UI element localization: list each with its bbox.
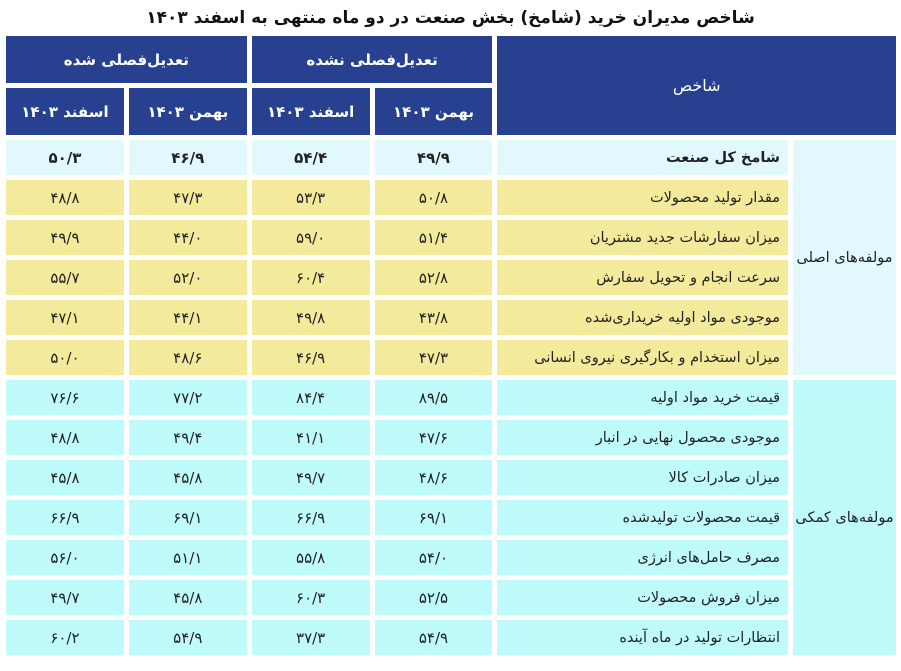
row-label: میزان صادرات کالا <box>497 460 789 495</box>
cell-sa-esfand: ۴۷/۱ <box>6 300 124 335</box>
cell-nsa-esfand: ۵۴/۴ <box>251 140 370 175</box>
header-seasonally-adjusted: تعدیل‌فصلی شده <box>6 36 247 83</box>
header-nsa-bahman: بهمن ۱۴۰۳ <box>374 88 493 135</box>
cell-nsa-esfand: ۴۹/۸ <box>251 300 370 335</box>
cell-nsa-bahman: ۵۲/۸ <box>374 260 493 295</box>
cell-sa-bahman: ۶۹/۱ <box>128 500 247 535</box>
table-row: ۵۶/۰ ۵۱/۱ ۵۵/۸ ۵۴/۰ مصرف حامل‌های انرژی <box>6 540 896 575</box>
table-row: ۵۰/۰ ۴۸/۶ ۴۶/۹ ۴۷/۳ میزان استخدام و بکار… <box>6 340 896 375</box>
cell-sa-esfand: ۴۵/۸ <box>6 460 124 495</box>
row-label: میزان استخدام و بکارگیری نیروی انسانی <box>497 340 789 375</box>
cell-nsa-bahman: ۵۴/۹ <box>374 620 493 655</box>
cell-nsa-bahman: ۸۹/۵ <box>374 380 493 415</box>
table-row: ۵۰/۳ ۴۶/۹ ۵۴/۴ ۴۹/۹ شامخ کل صنعت مولفه‌ه… <box>6 140 896 375</box>
header-sa-bahman: بهمن ۱۴۰۳ <box>128 88 247 135</box>
row-label: شامخ کل صنعت <box>497 140 789 175</box>
table-row: ۴۵/۸ ۴۵/۸ ۴۹/۷ ۴۸/۶ میزان صادرات کالا <box>6 460 896 495</box>
cell-nsa-esfand: ۵۳/۳ <box>251 180 370 215</box>
cell-nsa-bahman: ۵۰/۸ <box>374 180 493 215</box>
table-row: ۴۹/۷ ۴۵/۸ ۶۰/۳ ۵۲/۵ میزان فروش محصولات <box>6 580 896 615</box>
cell-sa-esfand: ۴۹/۷ <box>6 580 124 615</box>
cell-sa-bahman: ۴۶/۹ <box>128 140 247 175</box>
cell-nsa-bahman: ۴۹/۹ <box>374 140 493 175</box>
cell-sa-esfand: ۶۶/۹ <box>6 500 124 535</box>
cell-sa-esfand: ۵۶/۰ <box>6 540 124 575</box>
header-indicator: شاخص <box>497 36 896 135</box>
row-label: مقدار تولید محصولات <box>497 180 789 215</box>
row-label: موجودی محصول نهایی در انبار <box>497 420 789 455</box>
cell-nsa-esfand: ۴۶/۹ <box>251 340 370 375</box>
cell-nsa-esfand: ۵۵/۸ <box>251 540 370 575</box>
row-label: مصرف حامل‌های انرژی <box>497 540 789 575</box>
cell-nsa-bahman: ۵۴/۰ <box>374 540 493 575</box>
cell-sa-bahman: ۴۴/۱ <box>128 300 247 335</box>
cell-nsa-bahman: ۴۳/۸ <box>374 300 493 335</box>
cell-sa-esfand: ۴۸/۸ <box>6 420 124 455</box>
cell-nsa-bahman: ۵۱/۴ <box>374 220 493 255</box>
cell-nsa-esfand: ۳۷/۳ <box>251 620 370 655</box>
cell-sa-esfand: ۶۰/۲ <box>6 620 124 655</box>
cell-nsa-esfand: ۶۰/۳ <box>251 580 370 615</box>
row-label: میزان سفارشات جدید مشتریان <box>497 220 789 255</box>
category-main: مولفه‌های اصلی <box>793 140 896 375</box>
row-label: انتظارات تولید در ماه آینده <box>497 620 789 655</box>
cell-sa-esfand: ۴۹/۹ <box>6 220 124 255</box>
table-row: ۴۸/۸ ۴۹/۴ ۴۱/۱ ۴۷/۶ موجودی محصول نهایی د… <box>6 420 896 455</box>
cell-nsa-bahman: ۴۸/۶ <box>374 460 493 495</box>
table-row: ۷۶/۶ ۷۷/۲ ۸۴/۴ ۸۹/۵ قیمت خرید مواد اولیه… <box>6 380 896 655</box>
header-nsa-esfand: اسفند ۱۴۰۳ <box>251 88 370 135</box>
pmi-table: تعدیل‌فصلی شده تعدیل‌فصلی نشده شاخص اسفن… <box>1 31 901 660</box>
cell-nsa-esfand: ۸۴/۴ <box>251 380 370 415</box>
cell-sa-bahman: ۴۴/۰ <box>128 220 247 255</box>
cell-sa-esfand: ۷۶/۶ <box>6 380 124 415</box>
table-title: شاخص مدیران خرید (شامخ) بخش صنعت در دو م… <box>146 8 755 28</box>
cell-nsa-esfand: ۴۱/۱ <box>251 420 370 455</box>
table-row: ۴۸/۸ ۴۷/۳ ۵۳/۳ ۵۰/۸ مقدار تولید محصولات <box>6 180 896 215</box>
cell-nsa-bahman: ۶۹/۱ <box>374 500 493 535</box>
cell-sa-bahman: ۴۹/۴ <box>128 420 247 455</box>
cell-sa-bahman: ۷۷/۲ <box>128 380 247 415</box>
row-label: قیمت خرید مواد اولیه <box>497 380 789 415</box>
cell-nsa-esfand: ۶۰/۴ <box>251 260 370 295</box>
category-auxiliary: مولفه‌های کمکی <box>793 380 896 655</box>
cell-sa-esfand: ۵۵/۷ <box>6 260 124 295</box>
header-not-seasonally-adjusted: تعدیل‌فصلی نشده <box>251 36 493 83</box>
row-label: قیمت محصولات تولیدشده <box>497 500 789 535</box>
row-label: میزان فروش محصولات <box>497 580 789 615</box>
row-label: موجودی مواد اولیه خریداری‌شده <box>497 300 789 335</box>
cell-sa-bahman: ۴۵/۸ <box>128 580 247 615</box>
cell-nsa-bahman: ۵۲/۵ <box>374 580 493 615</box>
cell-nsa-esfand: ۶۶/۹ <box>251 500 370 535</box>
cell-sa-bahman: ۵۴/۹ <box>128 620 247 655</box>
table-row: ۴۷/۱ ۴۴/۱ ۴۹/۸ ۴۳/۸ موجودی مواد اولیه خر… <box>6 300 896 335</box>
cell-sa-esfand: ۴۸/۸ <box>6 180 124 215</box>
table-row: ۵۵/۷ ۵۲/۰ ۶۰/۴ ۵۲/۸ سرعت انجام و تحویل س… <box>6 260 896 295</box>
table-row: ۶۶/۹ ۶۹/۱ ۶۶/۹ ۶۹/۱ قیمت محصولات تولیدشد… <box>6 500 896 535</box>
header-sa-esfand: اسفند ۱۴۰۳ <box>6 88 124 135</box>
cell-sa-bahman: ۴۷/۳ <box>128 180 247 215</box>
cell-sa-bahman: ۵۱/۱ <box>128 540 247 575</box>
row-label: سرعت انجام و تحویل سفارش <box>497 260 789 295</box>
cell-sa-bahman: ۴۸/۶ <box>128 340 247 375</box>
cell-nsa-bahman: ۴۷/۳ <box>374 340 493 375</box>
cell-sa-bahman: ۵۲/۰ <box>128 260 247 295</box>
cell-nsa-esfand: ۴۹/۷ <box>251 460 370 495</box>
table-row: ۴۹/۹ ۴۴/۰ ۵۹/۰ ۵۱/۴ میزان سفارشات جدید م… <box>6 220 896 255</box>
cell-sa-esfand: ۵۰/۳ <box>6 140 124 175</box>
cell-nsa-bahman: ۴۷/۶ <box>374 420 493 455</box>
cell-sa-esfand: ۵۰/۰ <box>6 340 124 375</box>
cell-sa-bahman: ۴۵/۸ <box>128 460 247 495</box>
cell-nsa-esfand: ۵۹/۰ <box>251 220 370 255</box>
table-row: ۶۰/۲ ۵۴/۹ ۳۷/۳ ۵۴/۹ انتظارات تولید در ما… <box>6 620 896 655</box>
